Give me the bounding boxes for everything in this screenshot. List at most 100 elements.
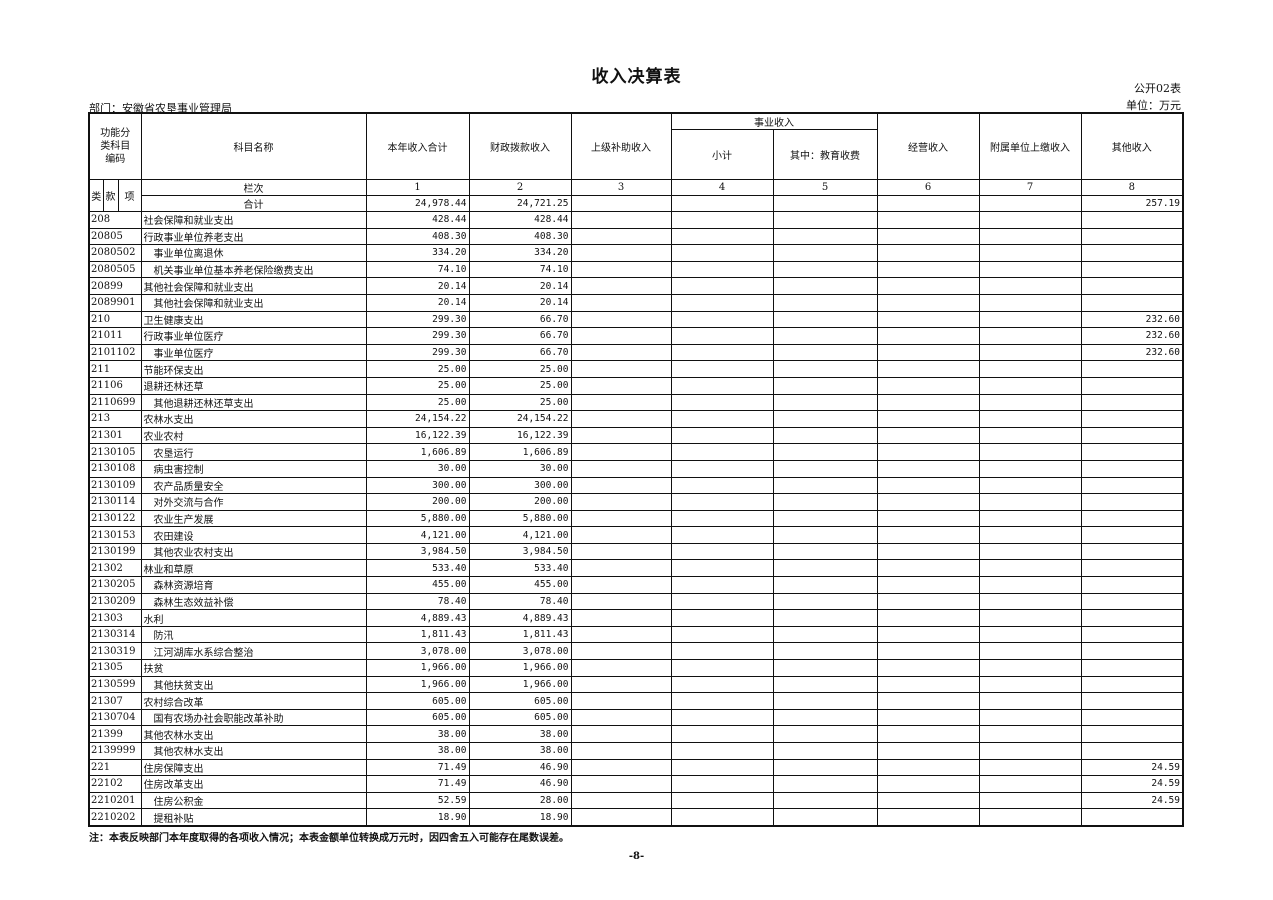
row-c7	[978, 708, 1082, 727]
row-code: 211	[88, 360, 142, 378]
row-c6	[876, 808, 980, 827]
table-row: 2130153 农田建设 4,121.00 4,121.00	[88, 526, 1184, 544]
row-c4	[670, 692, 774, 710]
row-c8	[1080, 426, 1184, 445]
row-c8: 232.60	[1080, 343, 1184, 362]
row-name: 农业农村	[140, 426, 367, 445]
row-c5	[772, 393, 878, 412]
row-c3	[570, 675, 672, 694]
row-name: 其他农林水支出	[140, 725, 367, 743]
row-c6	[876, 642, 980, 661]
row-name: 农村综合改革	[140, 692, 367, 710]
row-name: 机关事业单位基本养老保险缴费支出	[140, 260, 367, 279]
row-c6	[876, 675, 980, 694]
table-row: 21303 水利 4,889.43 4,889.43	[88, 609, 1184, 627]
header-c6: 经营收入	[876, 112, 980, 180]
row-c2: 3,078.00	[468, 642, 572, 661]
colnum-6: 6	[876, 179, 980, 196]
row-name: 住房公积金	[140, 791, 367, 810]
table-row: 2080502 事业单位离退休 334.20 334.20	[88, 244, 1184, 262]
row-c1: 38.00	[365, 742, 470, 760]
total-c6	[876, 195, 980, 212]
row-name: 病虫害控制	[140, 459, 367, 478]
row-c7	[978, 775, 1082, 793]
row-code: 21305	[88, 659, 142, 677]
row-code: 2130114	[88, 493, 142, 511]
row-c6	[876, 692, 980, 710]
row-c4	[670, 343, 774, 362]
row-c4	[670, 260, 774, 279]
row-c7	[978, 808, 1082, 827]
row-c8	[1080, 708, 1184, 727]
row-c2: 1,606.89	[468, 443, 572, 461]
row-c1: 25.00	[365, 360, 470, 378]
row-c3	[570, 393, 672, 412]
row-c8	[1080, 808, 1184, 827]
row-c1: 533.40	[365, 559, 470, 578]
row-c4	[670, 791, 774, 810]
row-c3	[570, 426, 672, 445]
row-c8	[1080, 260, 1184, 279]
table-row: 2130108 病虫害控制 30.00 30.00	[88, 459, 1184, 478]
row-c5	[772, 742, 878, 760]
row-c7	[978, 642, 1082, 661]
row-code: 2130319	[88, 642, 142, 661]
row-code: 208	[88, 211, 142, 229]
row-name: 防汛	[140, 625, 367, 644]
row-c7	[978, 559, 1082, 578]
row-name: 其他社会保障和就业支出	[140, 293, 367, 312]
table-row: 21302 林业和草原 533.40 533.40	[88, 559, 1184, 578]
row-c3	[570, 659, 672, 677]
row-c5	[772, 609, 878, 627]
table-row: 2130314 防汛 1,811.43 1,811.43	[88, 625, 1184, 644]
row-c4	[670, 426, 774, 445]
row-code: 2101102	[88, 343, 142, 362]
row-code: 2130122	[88, 509, 142, 528]
row-c7	[978, 360, 1082, 378]
row-c8	[1080, 244, 1184, 262]
row-c6	[876, 277, 980, 295]
page-title: 收入决算表	[591, 67, 682, 87]
row-c2: 3,984.50	[468, 542, 572, 561]
footnote: 注：本表反映部门本年度取得的各项收入情况；本表金额单位转换成万元时，因四舍五入可…	[89, 833, 569, 844]
row-c5	[772, 244, 878, 262]
row-c7	[978, 493, 1082, 511]
row-c8	[1080, 659, 1184, 677]
row-code: 21307	[88, 692, 142, 710]
row-code: 2110699	[88, 393, 142, 412]
row-c1: 200.00	[365, 493, 470, 511]
total-c5	[772, 195, 878, 212]
row-c7	[978, 576, 1082, 594]
row-c6	[876, 542, 980, 561]
row-c5	[772, 227, 878, 246]
row-c1: 25.00	[365, 376, 470, 395]
row-c4	[670, 758, 774, 777]
row-c5	[772, 791, 878, 810]
row-c7	[978, 625, 1082, 644]
row-name: 森林资源培育	[140, 576, 367, 594]
row-c6	[876, 576, 980, 594]
table-body: 208 社会保障和就业支出 428.44 428.44 20805 行政事业单位养老支出 4…	[88, 211, 1184, 827]
row-c2: 46.90	[468, 758, 572, 777]
row-c4	[670, 742, 774, 760]
row-code: 21399	[88, 725, 142, 743]
table-row: 21106 退耕还林还草 25.00 25.00	[88, 376, 1184, 395]
row-name: 行政事业单位养老支出	[140, 227, 367, 246]
row-c2: 30.00	[468, 459, 572, 478]
row-c5	[772, 758, 878, 777]
row-c6	[876, 526, 980, 544]
row-c4	[670, 327, 774, 345]
unit-label: 单位：万元	[1126, 99, 1181, 112]
row-c2: 300.00	[468, 476, 572, 495]
row-c6	[876, 493, 980, 511]
row-c7	[978, 343, 1082, 362]
header-xiang: 项	[117, 179, 142, 212]
row-c8: 24.59	[1080, 791, 1184, 810]
row-c1: 18.90	[365, 808, 470, 827]
colnum-5: 5	[772, 179, 878, 196]
row-c3	[570, 509, 672, 528]
row-name: 社会保障和就业支出	[140, 211, 367, 229]
colnum-8: 8	[1080, 179, 1184, 196]
row-name: 农产品质量安全	[140, 476, 367, 495]
form-number: 公开02表	[1134, 82, 1181, 95]
